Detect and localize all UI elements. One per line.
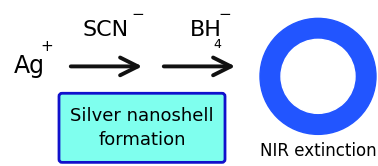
Text: −: − bbox=[131, 7, 144, 22]
Text: SCN: SCN bbox=[83, 20, 129, 40]
Text: +: + bbox=[40, 39, 53, 54]
Text: Ag: Ag bbox=[306, 88, 330, 106]
Text: Ag: Ag bbox=[14, 54, 45, 78]
Circle shape bbox=[281, 39, 355, 113]
FancyBboxPatch shape bbox=[59, 93, 225, 162]
Text: BH: BH bbox=[190, 20, 222, 40]
Text: NIR extinction: NIR extinction bbox=[260, 142, 376, 160]
Text: 4: 4 bbox=[213, 38, 221, 51]
Circle shape bbox=[260, 18, 376, 134]
Text: −: − bbox=[218, 7, 231, 22]
Text: Silver nanoshell
formation: Silver nanoshell formation bbox=[70, 107, 214, 149]
